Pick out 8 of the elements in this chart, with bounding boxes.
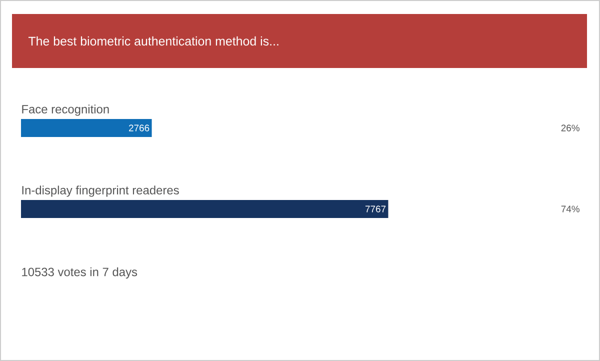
chart-title: The best biometric authentication method is...	[28, 36, 278, 46]
text: 26%	[561, 124, 580, 132]
data-label: 2766	[129, 124, 150, 132]
text: 10533 votes in 7 days	[22, 267, 138, 279]
data-label: 7767	[365, 206, 386, 212]
y-tick-label: Face recognition	[22, 104, 109, 116]
y-tick-label: In-display fingerprint readeres	[22, 186, 179, 197]
text: 74%	[561, 206, 580, 212]
